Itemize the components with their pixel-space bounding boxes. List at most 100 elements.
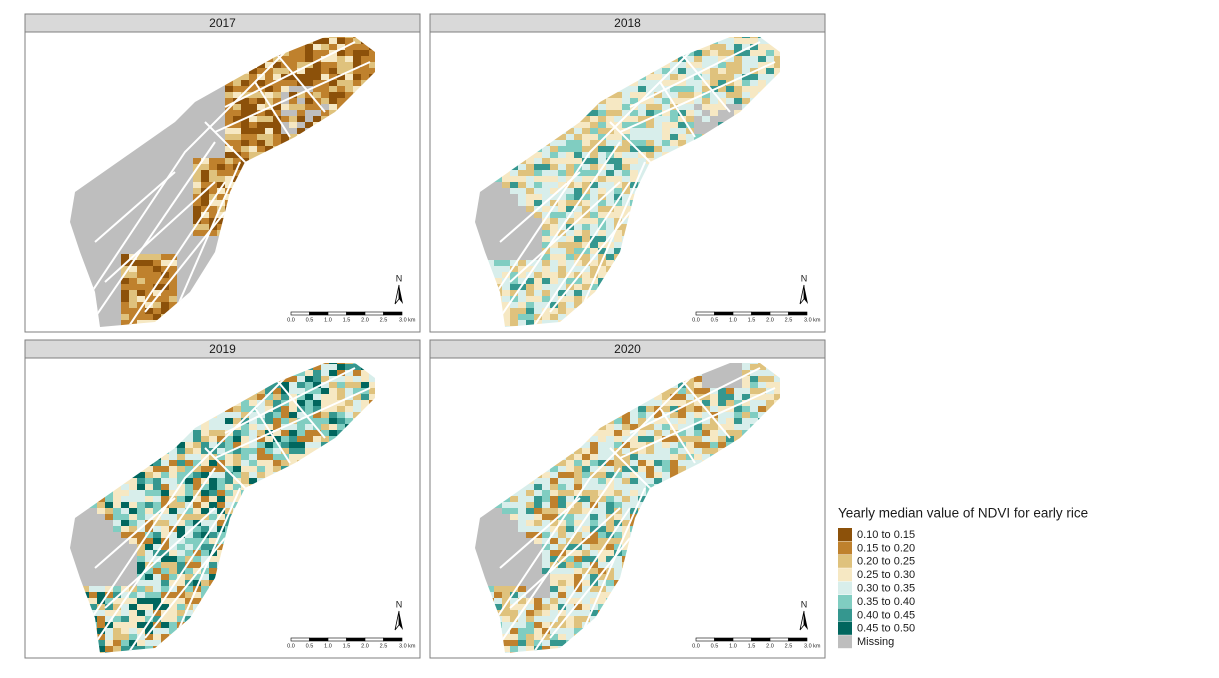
field-cell: [249, 128, 257, 134]
field-cell: [742, 56, 750, 62]
field-cell: [297, 412, 305, 418]
field-cell: [534, 212, 542, 218]
field-cell: [297, 376, 305, 382]
field-cell: [614, 218, 622, 224]
field-cell: [169, 490, 177, 496]
field-cell: [137, 290, 145, 296]
field-cell: [345, 37, 353, 38]
field-cell: [209, 472, 217, 478]
field-cell: [297, 68, 305, 74]
field-cell: [113, 206, 121, 212]
field-cell: [710, 92, 718, 98]
field-cell: [89, 182, 97, 188]
field-cell: [121, 248, 129, 254]
field-cell: [241, 152, 249, 158]
field-cell: [233, 466, 241, 472]
field-cell: [97, 272, 105, 278]
field-cell: [582, 212, 590, 218]
field-cell: [646, 92, 654, 98]
field-cell: [566, 188, 574, 194]
field-cell: [121, 200, 129, 206]
field-cell: [201, 164, 209, 170]
field-cell: [486, 242, 494, 248]
field-cell: [305, 98, 313, 104]
field-cell: [486, 236, 494, 242]
field-cell: [193, 242, 201, 248]
field-cell: [113, 254, 121, 260]
field-cell: [113, 200, 121, 206]
field-cell: [249, 98, 257, 104]
field-cell: [113, 218, 121, 224]
field-cell: [614, 170, 622, 176]
field-cell: [550, 290, 558, 296]
field-cell: [73, 224, 81, 230]
field-cell: [185, 260, 193, 266]
field-cell: [193, 188, 201, 194]
field-cell: [550, 272, 558, 278]
field-cell: [225, 86, 233, 92]
field-cell: [369, 382, 375, 388]
field-cell: [201, 436, 209, 442]
field-cell: [329, 80, 337, 86]
field-cell: [297, 394, 305, 400]
field-boundary: [84, 141, 216, 327]
field-cell: [574, 302, 582, 308]
field-cell: [526, 284, 534, 290]
field-cell: [694, 62, 702, 68]
field-cell: [774, 56, 780, 62]
field-cell: [97, 182, 105, 188]
field-cell: [313, 418, 321, 424]
field-cell: [550, 188, 558, 194]
field-cell: [518, 236, 526, 242]
field-cell: [606, 134, 614, 140]
field-cell: [329, 62, 337, 68]
field-cell: [265, 418, 273, 424]
field-cell: [177, 230, 185, 236]
field-cell: [321, 110, 329, 116]
field-cell: [345, 418, 353, 424]
field-cell: [478, 224, 486, 230]
field-cell: [225, 140, 233, 146]
field-cell: [646, 110, 654, 116]
field-cell: [225, 146, 233, 152]
field-cell: [145, 152, 153, 158]
field-cell: [558, 266, 566, 272]
field-cell: [734, 98, 742, 104]
field-cell: [201, 224, 209, 230]
field-cell: [550, 230, 558, 236]
field-cell: [542, 260, 550, 266]
field-cell: [654, 146, 662, 152]
field-cell: [321, 104, 329, 110]
field-cell: [502, 194, 510, 200]
field-cell: [670, 86, 678, 92]
field-cell: [105, 290, 113, 296]
field-cell: [526, 308, 534, 314]
field-cell: [574, 224, 582, 230]
field-cell: [121, 218, 129, 224]
field-cell: [305, 436, 313, 442]
field-cell: [566, 176, 574, 182]
field-cell: [257, 430, 265, 436]
field-cell: [257, 436, 265, 442]
field-cell: [313, 56, 321, 62]
field-cell: [153, 206, 161, 212]
field-cell: [574, 266, 582, 272]
field-cell: [702, 74, 710, 80]
field-cell: [566, 248, 574, 254]
field-cell: [718, 38, 726, 44]
field-cell: [201, 122, 209, 128]
field-cell: [241, 98, 249, 104]
field-cell: [734, 37, 742, 38]
field-cell: [185, 236, 193, 242]
field-cell: [233, 140, 241, 146]
field-cell: [734, 38, 742, 44]
field-cell: [550, 158, 558, 164]
field-cell: [710, 68, 718, 74]
field-cell: [153, 152, 161, 158]
field-cell: [590, 188, 598, 194]
field-cell: [241, 122, 249, 128]
field-cell: [233, 454, 241, 460]
field-cell: [185, 128, 193, 134]
field-cell: [694, 110, 702, 116]
